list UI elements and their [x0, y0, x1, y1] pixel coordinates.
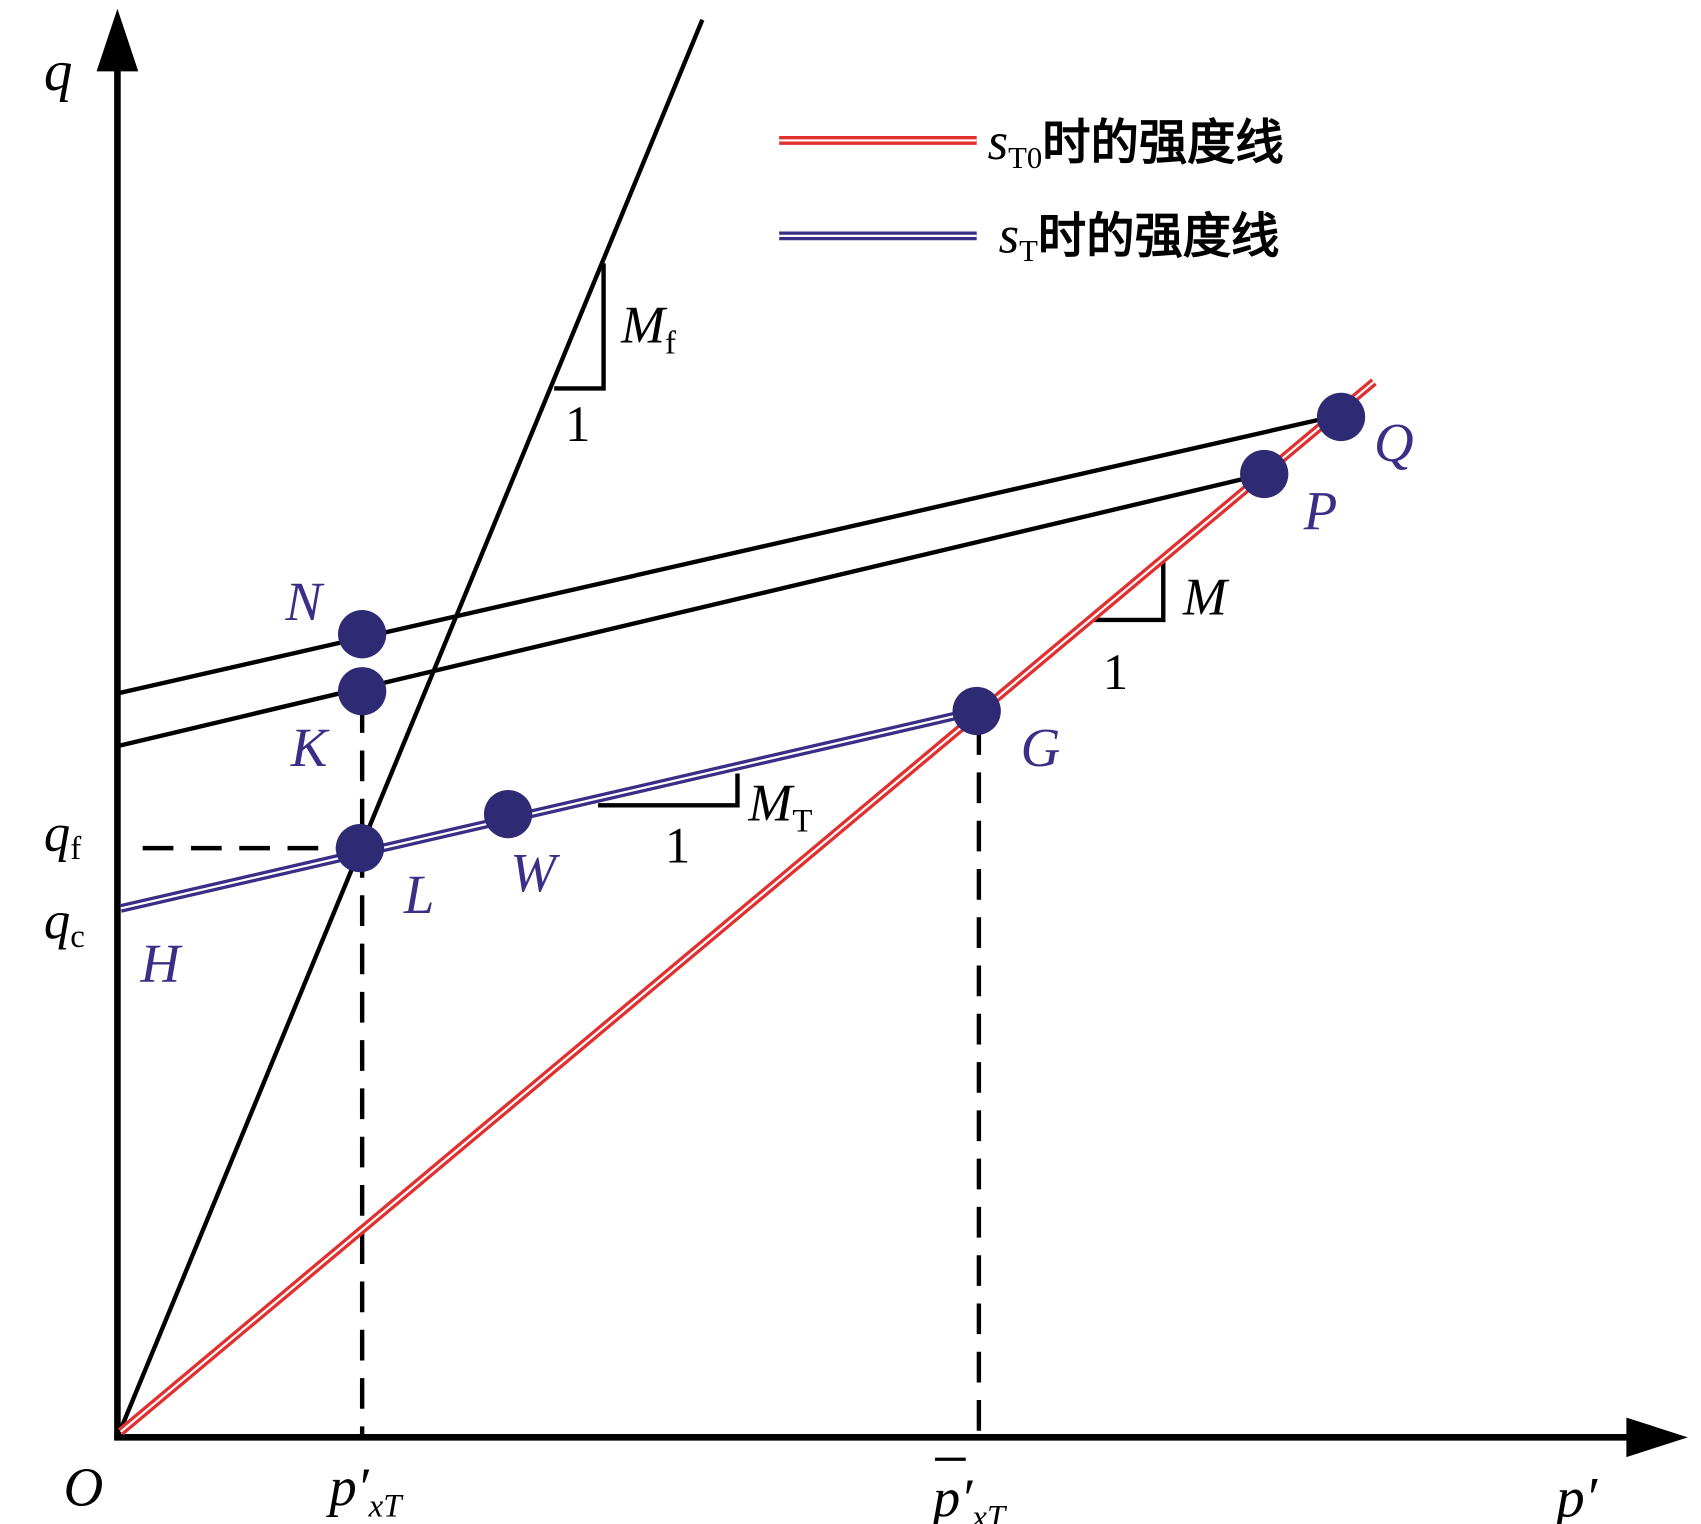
- legend: sT0时的强度线 sT时的强度线: [779, 113, 1284, 268]
- points: [335, 392, 1366, 873]
- label-part: M: [1182, 568, 1230, 626]
- slope-mf-run: 1: [565, 396, 590, 452]
- pxt-label: p′xT: [325, 1456, 404, 1524]
- label-part: s: [999, 206, 1020, 264]
- label-k: K: [290, 717, 330, 778]
- slope-triangle-mf: [554, 263, 606, 391]
- label-n: N: [284, 571, 325, 632]
- y-axis-label: q: [44, 40, 73, 103]
- y-arrow: [96, 8, 139, 72]
- blue-strength-line: [119, 706, 978, 913]
- label-part: T: [792, 804, 812, 840]
- black-lines: [115, 18, 1342, 1439]
- label-part: T0: [1008, 141, 1042, 175]
- label-q: Q: [1374, 412, 1414, 473]
- qc-label: qc: [44, 892, 85, 955]
- label-part: xT: [971, 1499, 1008, 1524]
- x-arrow: [1626, 1417, 1688, 1458]
- axes: [114, 65, 1636, 1441]
- legend-label: sT时的强度线: [999, 206, 1280, 268]
- point-p: [1240, 449, 1289, 499]
- red-strength-line: [117, 378, 1377, 1436]
- label-part: 时的强度线: [1042, 115, 1283, 171]
- label-part: q: [44, 804, 70, 862]
- label-part: q: [44, 892, 70, 950]
- label-part: 时的强度线: [1038, 208, 1279, 264]
- slope-triangle-m: [1088, 559, 1166, 623]
- point-w: [483, 789, 533, 839]
- label-part: p′: [325, 1456, 369, 1517]
- label-g: G: [1021, 717, 1061, 778]
- point-g: [952, 686, 1001, 736]
- label-part: M: [747, 775, 795, 833]
- point-l: [335, 823, 385, 873]
- slope-triangle-mt: [598, 773, 740, 808]
- label-part: s: [988, 113, 1009, 171]
- slope-mf: Mf: [620, 296, 676, 361]
- label-part: xT: [368, 1488, 405, 1524]
- label-w: W: [510, 842, 560, 903]
- label-part: f: [70, 831, 81, 867]
- slope-mt: MT: [747, 775, 812, 840]
- point-q: [1316, 392, 1366, 442]
- x-axis-label: p′: [1552, 1466, 1599, 1524]
- label-part: M: [620, 296, 668, 354]
- label-part: c: [70, 919, 85, 955]
- slope-mt-run: 1: [665, 817, 690, 873]
- label-part: f: [665, 325, 676, 361]
- slope-m-run: 1: [1103, 644, 1128, 700]
- failure-line: [115, 18, 705, 1439]
- label-h: H: [139, 933, 183, 994]
- point-n: [338, 610, 387, 659]
- slope-m: M: [1182, 568, 1230, 626]
- label-part: T: [1019, 234, 1038, 268]
- qf-label: qf: [44, 804, 81, 867]
- label-p: P: [1303, 480, 1338, 541]
- origin-label: O: [64, 1456, 104, 1517]
- line-kp: [116, 471, 1265, 749]
- point-k: [338, 667, 387, 716]
- line-nq: [116, 412, 1342, 696]
- label-l: L: [403, 864, 435, 925]
- label-part: p′: [929, 1467, 973, 1524]
- pbar-label: p′xT: [929, 1467, 1008, 1524]
- legend-label: sT0时的强度线: [988, 113, 1284, 175]
